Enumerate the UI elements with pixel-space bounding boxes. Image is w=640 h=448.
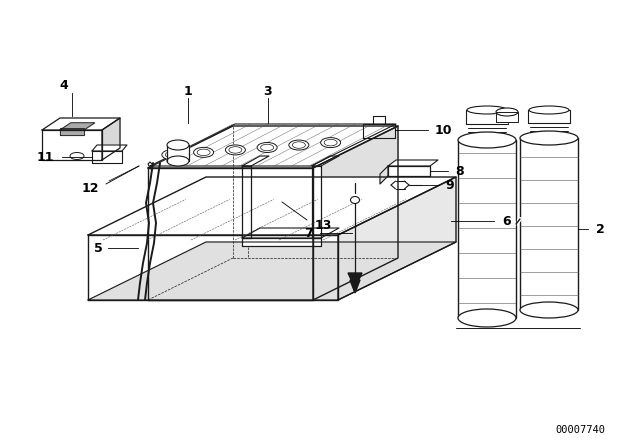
Polygon shape: [88, 235, 338, 300]
Text: 1: 1: [184, 85, 193, 98]
Ellipse shape: [529, 106, 569, 114]
Ellipse shape: [321, 138, 340, 148]
Polygon shape: [496, 112, 518, 122]
Ellipse shape: [194, 147, 214, 157]
Polygon shape: [42, 118, 120, 130]
Ellipse shape: [458, 132, 516, 148]
Polygon shape: [312, 156, 339, 166]
Ellipse shape: [458, 309, 516, 327]
Polygon shape: [92, 145, 127, 151]
Polygon shape: [42, 130, 102, 160]
Ellipse shape: [467, 106, 507, 114]
Polygon shape: [313, 126, 398, 300]
Ellipse shape: [70, 152, 84, 159]
Polygon shape: [466, 110, 508, 124]
Ellipse shape: [257, 142, 277, 152]
Polygon shape: [242, 156, 269, 166]
Ellipse shape: [162, 150, 182, 160]
Ellipse shape: [167, 140, 189, 150]
Polygon shape: [312, 166, 321, 238]
Text: 12: 12: [81, 181, 99, 194]
Polygon shape: [528, 110, 570, 123]
Text: 13: 13: [315, 219, 332, 232]
Polygon shape: [242, 228, 339, 238]
Text: 8: 8: [455, 164, 463, 177]
Polygon shape: [150, 124, 396, 166]
Polygon shape: [388, 166, 430, 176]
Polygon shape: [92, 151, 122, 163]
Polygon shape: [338, 177, 456, 300]
Text: 11: 11: [36, 151, 54, 164]
Text: 6: 6: [502, 215, 511, 228]
Polygon shape: [242, 238, 321, 246]
Polygon shape: [60, 123, 95, 130]
Polygon shape: [88, 242, 456, 300]
Ellipse shape: [167, 156, 189, 166]
Ellipse shape: [351, 197, 360, 203]
Ellipse shape: [225, 145, 245, 155]
Text: 3: 3: [264, 85, 272, 98]
Text: 5: 5: [94, 241, 103, 254]
Text: 7: 7: [304, 227, 313, 240]
Polygon shape: [242, 166, 251, 238]
Ellipse shape: [520, 131, 578, 145]
Text: 9: 9: [445, 178, 454, 191]
Polygon shape: [167, 145, 189, 161]
Text: 4: 4: [60, 78, 68, 91]
Text: 10: 10: [435, 124, 452, 137]
Text: 2: 2: [596, 223, 605, 236]
Polygon shape: [148, 126, 398, 168]
Polygon shape: [60, 128, 84, 135]
Ellipse shape: [289, 140, 309, 150]
Polygon shape: [380, 166, 388, 184]
Polygon shape: [520, 138, 578, 310]
Text: 00007740: 00007740: [555, 425, 605, 435]
Ellipse shape: [496, 108, 518, 116]
Polygon shape: [348, 273, 362, 288]
Ellipse shape: [520, 302, 578, 318]
Polygon shape: [458, 140, 516, 318]
Polygon shape: [350, 280, 360, 293]
Polygon shape: [88, 177, 456, 235]
Polygon shape: [148, 168, 313, 300]
Polygon shape: [102, 118, 120, 160]
Polygon shape: [388, 160, 438, 166]
